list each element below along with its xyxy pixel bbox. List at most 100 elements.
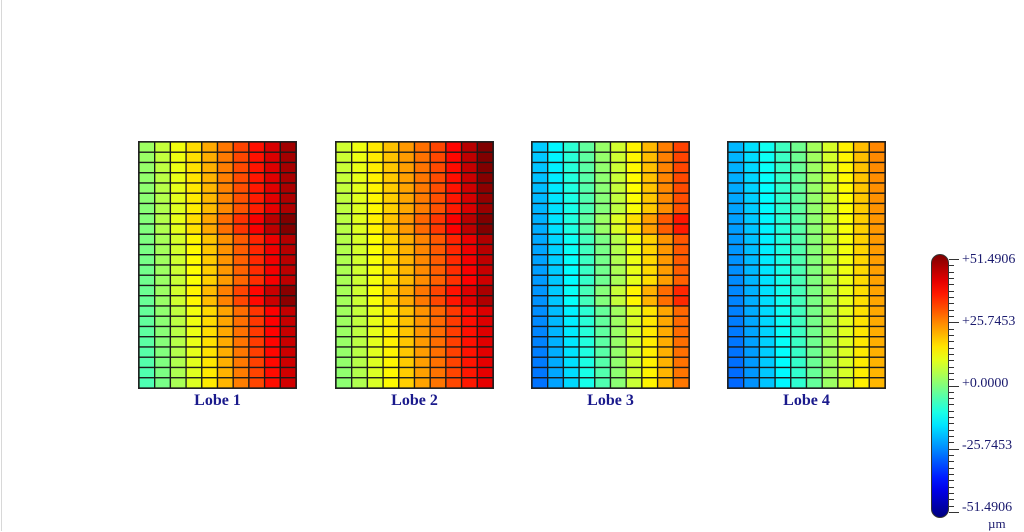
heatmap-cell [398, 223, 416, 235]
heatmap-cell [263, 315, 281, 328]
heatmap-cell [758, 295, 776, 307]
heatmap-cell [672, 295, 689, 307]
heatmap-cell [547, 142, 565, 153]
heatmap-cell [728, 142, 745, 153]
heatmap-grid [728, 142, 885, 388]
heatmap-cell [805, 315, 823, 328]
heatmap-cell [445, 274, 463, 287]
heatmap-cell [351, 377, 369, 388]
heatmap-cell [248, 161, 266, 174]
heatmap-cell [382, 305, 400, 317]
heatmap-cell [201, 182, 219, 194]
heatmap-cell [154, 172, 172, 184]
heatmap-cell [743, 284, 761, 297]
heatmap-cell [351, 161, 369, 174]
heatmap-cell [547, 151, 565, 164]
heatmap-cell [656, 346, 674, 358]
heatmap-cell [852, 192, 870, 205]
heatmap-cell [728, 295, 745, 307]
heatmap-cell [852, 172, 870, 184]
colorbar-tick [949, 271, 954, 273]
heatmap-cell [263, 325, 281, 338]
heatmap-cell [336, 325, 353, 338]
heatmap-cell [382, 264, 400, 276]
heatmap-cell [562, 182, 580, 194]
heatmap-cell [609, 151, 627, 164]
heatmap-cell [562, 366, 580, 379]
heatmap-cell [398, 346, 416, 358]
heatmap-cell [641, 213, 659, 225]
heatmap-cell [366, 213, 384, 225]
heatmap-cell [821, 233, 839, 246]
heatmap-cell [805, 346, 823, 358]
heatmap-cell [366, 356, 384, 369]
heatmap-cell [279, 336, 296, 348]
heatmap-cell [868, 172, 885, 184]
heatmap-cell [743, 182, 761, 194]
heatmap-cell [594, 233, 612, 246]
heatmap-cell [169, 213, 187, 225]
heatmap-cell [336, 366, 353, 379]
heatmap-cell [139, 202, 156, 215]
heatmap-cell [413, 377, 431, 388]
heatmap-cell [625, 295, 643, 307]
heatmap-cell [790, 377, 808, 388]
colorbar-tick [949, 328, 954, 330]
heatmap-cell [169, 254, 187, 266]
heatmap-cell [279, 356, 296, 369]
heatmap-cell [625, 356, 643, 369]
heatmap-cell [382, 172, 400, 184]
heatmap-cell [641, 315, 659, 328]
heatmap-cell [279, 202, 296, 215]
heatmap-cell [547, 161, 565, 174]
heatmap-cell [774, 346, 792, 358]
heatmap-cell [263, 172, 281, 184]
heatmap-cell [774, 264, 792, 276]
heatmap-cell [728, 161, 745, 174]
heatmap-cell [460, 377, 478, 388]
heatmap-cell [351, 192, 369, 205]
heatmap-cell [562, 254, 580, 266]
heatmap-cell [672, 325, 689, 338]
heatmap-cell [868, 315, 885, 328]
heatmap-cell [351, 213, 369, 225]
heatmap-cell [532, 356, 549, 369]
heatmap-cell [336, 182, 353, 194]
heatmap-panel [138, 141, 297, 389]
heatmap-cell [351, 295, 369, 307]
heatmap-cell [594, 264, 612, 276]
heatmap-cell [656, 295, 674, 307]
heatmap-cell [232, 142, 250, 153]
heatmap-cell [562, 284, 580, 297]
heatmap-cell [232, 192, 250, 205]
heatmap-grid [336, 142, 493, 388]
heatmap-cell [382, 151, 400, 164]
heatmap-cell [790, 172, 808, 184]
heatmap-cell [868, 182, 885, 194]
heatmap-cell [248, 336, 266, 348]
heatmap-cell [868, 151, 885, 164]
heatmap-cell [201, 284, 219, 297]
heatmap-cell [169, 233, 187, 246]
heatmap-cell [743, 161, 761, 174]
heatmap-cell [868, 305, 885, 317]
heatmap-cell [154, 254, 172, 266]
heatmap-cell [821, 192, 839, 205]
heatmap-cell [868, 161, 885, 174]
heatmap-cell [743, 315, 761, 328]
heatmap-cell [366, 223, 384, 235]
colorbar-label-lower: -25.7453 [962, 438, 1013, 453]
heatmap-cell [398, 356, 416, 369]
heatmap-grid [139, 142, 296, 388]
heatmap-cell [578, 182, 596, 194]
heatmap-cell [232, 202, 250, 215]
colorbar-tick [949, 341, 954, 343]
heatmap-cell [805, 295, 823, 307]
heatmap-cell [476, 142, 493, 153]
heatmap-cell [445, 182, 463, 194]
heatmap-cell [351, 346, 369, 358]
heatmap-cell [382, 356, 400, 369]
heatmap-cell [743, 366, 761, 379]
heatmap-cell [837, 315, 855, 328]
heatmap-cell [139, 264, 156, 276]
